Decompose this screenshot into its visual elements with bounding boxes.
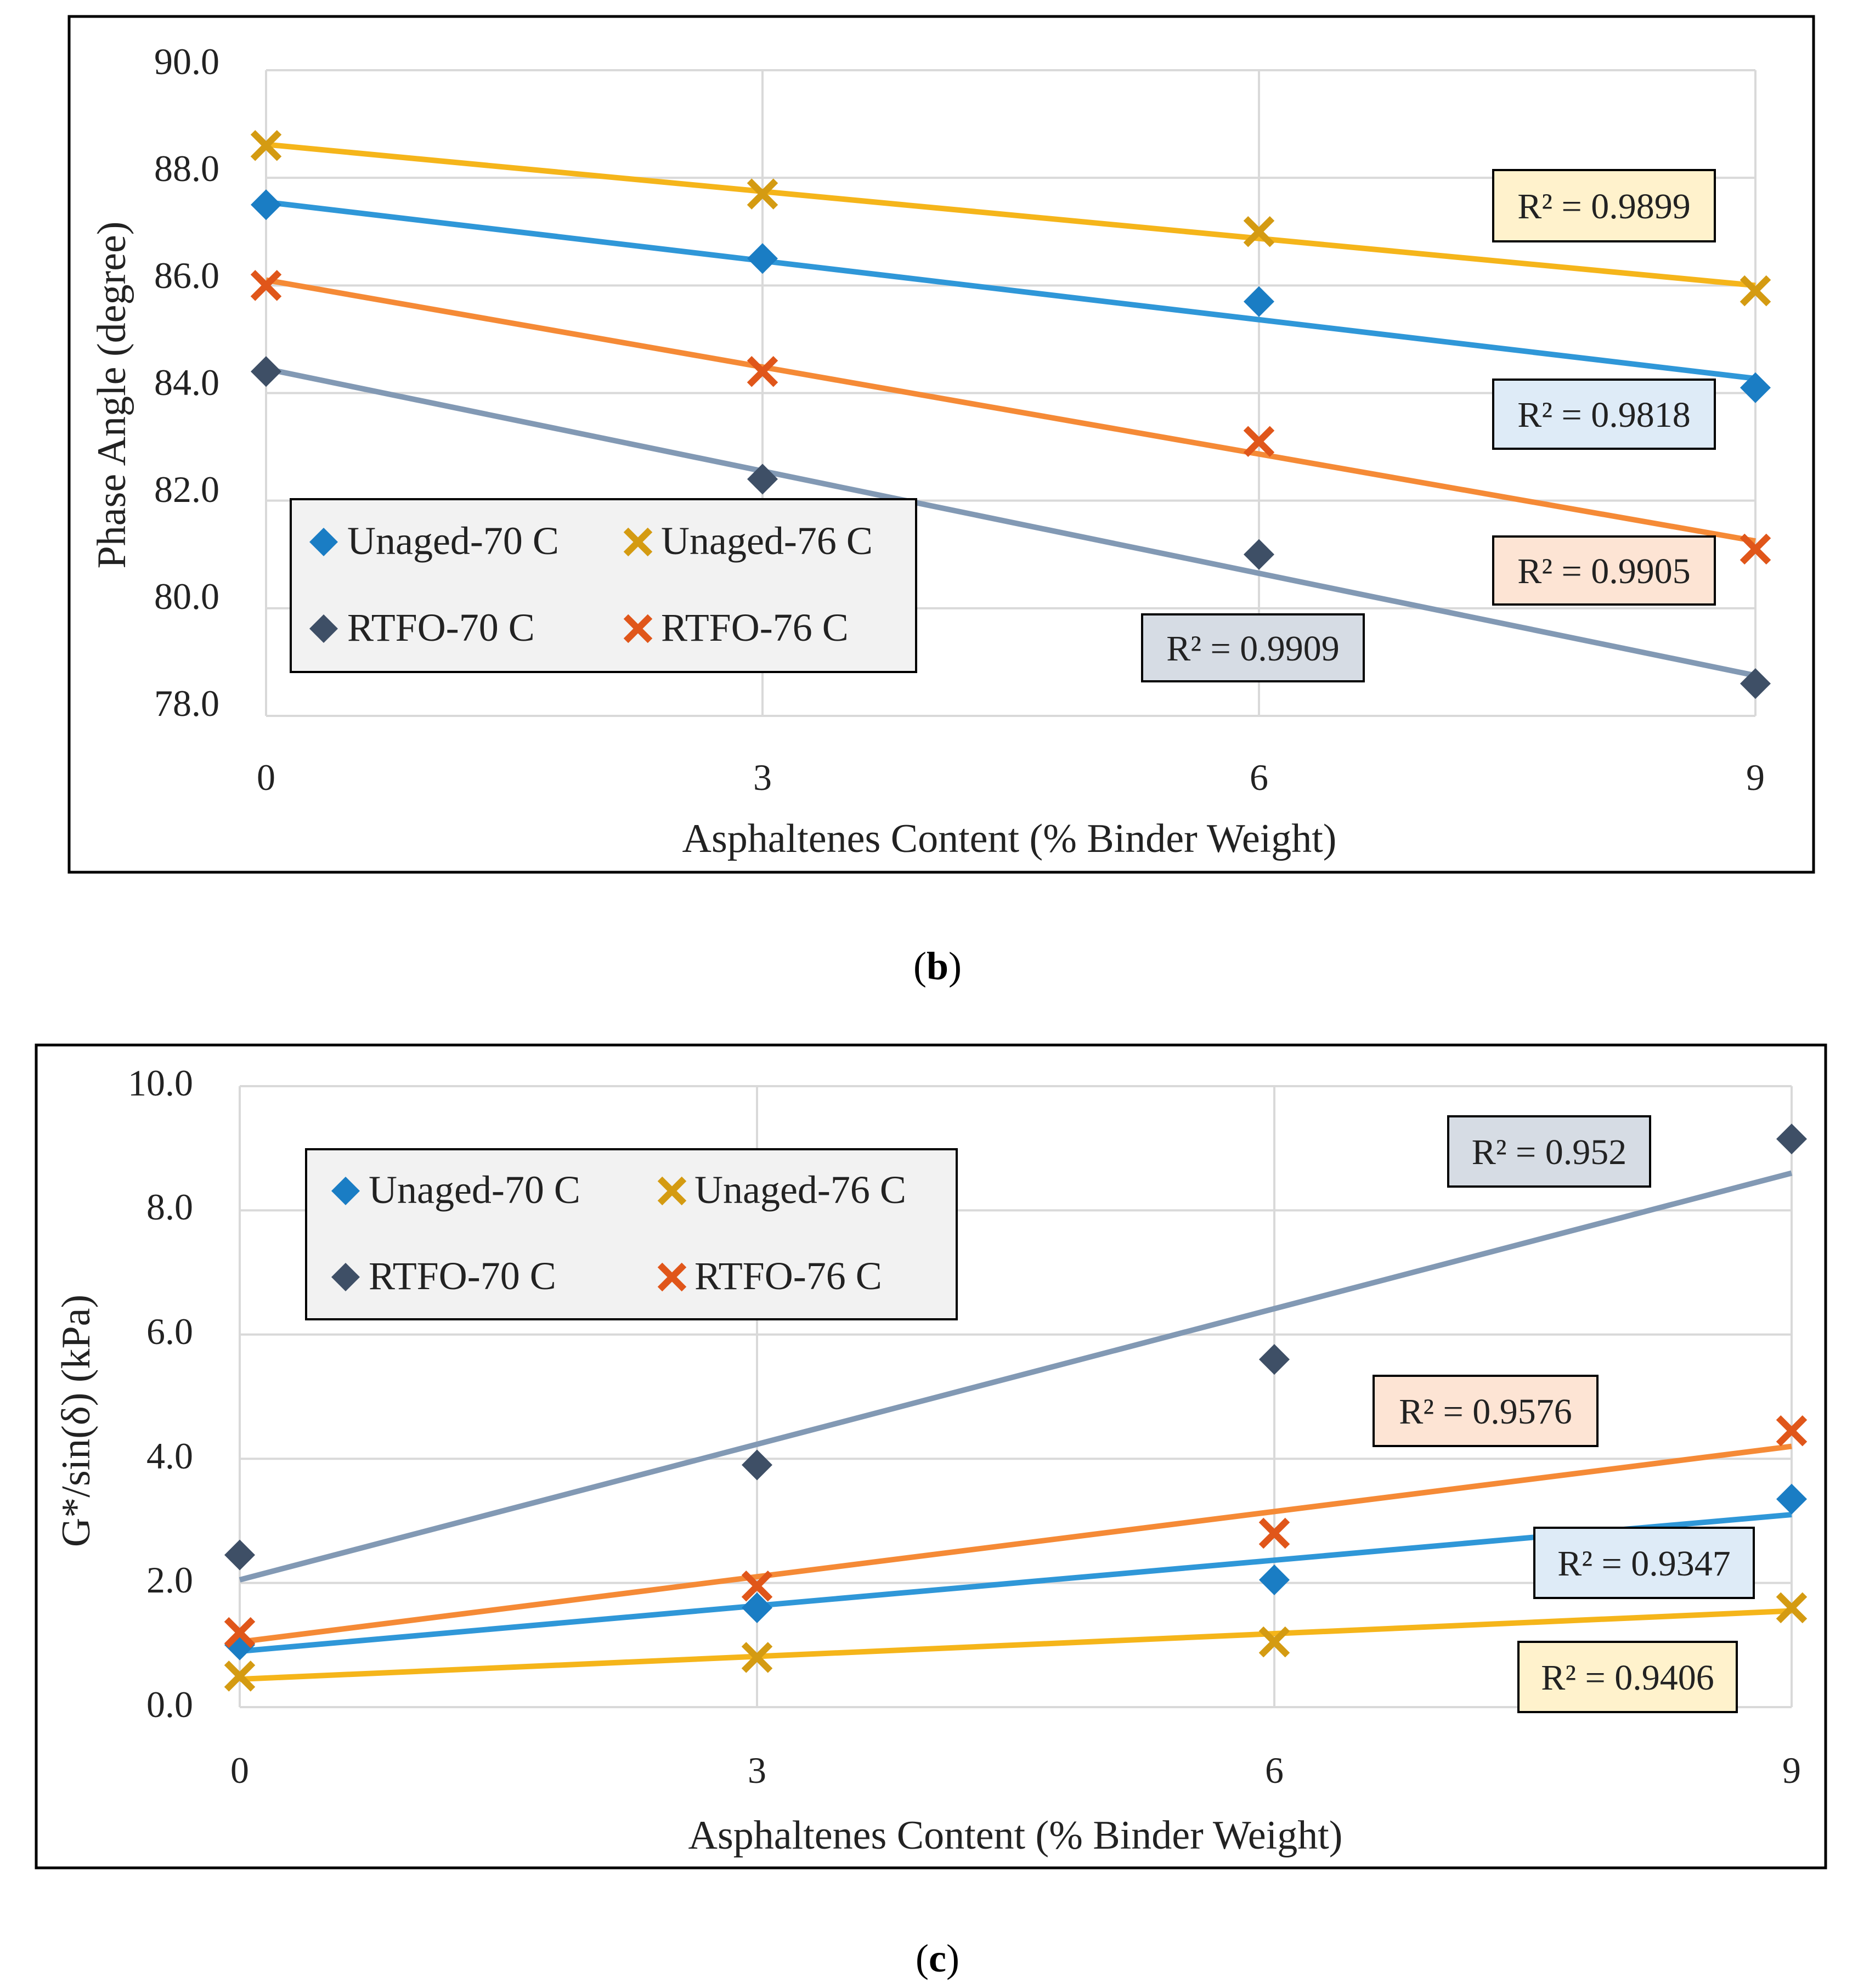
caption-b-letter: b	[927, 944, 948, 988]
panel-c-y-tick: 0.0	[146, 1684, 193, 1725]
panel-b-r2-label: R² = 0.9818	[1517, 395, 1691, 435]
panel-c-y-axis-title: G*/sin(δ) (kPa)	[54, 1295, 99, 1547]
figure: 78.0 80.0 82.0 84.0 86.0 88.0 90.0 0 3 6…	[0, 0, 1875, 1988]
panel-b-legend-label: Unaged-70 C	[347, 519, 559, 563]
panel-c-y-tick: 8.0	[146, 1186, 193, 1228]
panel-c-y-tick: 2.0	[146, 1559, 193, 1601]
panel-b-y-tick: 80.0	[154, 575, 219, 617]
panel-c-x-tick: 6	[1265, 1749, 1284, 1791]
caption-b: (b)	[913, 944, 962, 988]
panel-b-y-tick: 82.0	[154, 468, 219, 510]
panel-c-r2-label: R² = 0.9347	[1557, 1544, 1731, 1584]
panel-b-y-tick: 90.0	[154, 41, 219, 82]
panel-b-legend-label: Unaged-76 C	[661, 519, 873, 563]
panel-b-legend-label: RTFO-76 C	[661, 606, 849, 650]
panel-b-legend-label: RTFO-70 C	[347, 606, 535, 650]
panel-b-x-tick: 6	[1250, 756, 1268, 798]
panel-c-y-tick: 6.0	[146, 1311, 193, 1352]
panel-c-legend-label: Unaged-76 C	[694, 1168, 906, 1212]
panel-b-y-tick: 78.0	[154, 682, 219, 724]
panel-c-r2-label: R² = 0.9406	[1541, 1658, 1714, 1698]
panel-b-x-tick: 9	[1746, 756, 1765, 798]
panel-c-r2-label: R² = 0.9576	[1399, 1392, 1572, 1432]
panel-c-legend-label: Unaged-70 C	[369, 1168, 580, 1212]
panel-b: 78.0 80.0 82.0 84.0 86.0 88.0 90.0 0 3 6…	[69, 16, 1814, 872]
panel-b-y-tick: 88.0	[154, 148, 219, 189]
panel-b-legend: Unaged-70 C Unaged-76 C RTFO-70 C RTFO-7…	[291, 499, 916, 672]
panel-b-r2-label: R² = 0.9905	[1517, 551, 1691, 591]
panel-b-y-axis-title: Phase Angle (degree)	[89, 222, 134, 569]
panel-c-r2-label: R² = 0.952	[1472, 1132, 1627, 1172]
panel-b-r2-label: R² = 0.9899	[1517, 187, 1691, 227]
panel-b-x-tick: 3	[753, 756, 772, 798]
panel-c-x-tick: 3	[748, 1749, 766, 1791]
panel-c: 0.0 2.0 4.0 6.0 8.0 10.0 0 3 6 9 Asphalt…	[36, 1045, 1826, 1868]
panel-c-legend-label: RTFO-76 C	[694, 1254, 882, 1298]
panel-b-y-tick: 84.0	[154, 362, 219, 403]
panel-b-y-tick: 86.0	[154, 255, 219, 296]
caption-c-letter: c	[929, 1936, 946, 1980]
panel-b-x-axis-title: Asphaltenes Content (% Binder Weight)	[682, 816, 1337, 861]
panel-b-r2-label: R² = 0.9909	[1166, 629, 1340, 669]
panel-c-x-tick: 9	[1782, 1749, 1801, 1791]
panel-b-x-tick: 0	[257, 756, 275, 798]
panel-c-x-tick: 0	[230, 1749, 249, 1791]
panel-c-y-tick: 4.0	[146, 1435, 193, 1477]
caption-c: (c)	[916, 1936, 959, 1980]
panel-c-legend-label: RTFO-70 C	[369, 1254, 556, 1298]
panel-c-y-tick: 10.0	[128, 1062, 193, 1104]
panel-c-legend: Unaged-70 C Unaged-76 C RTFO-70 C RTFO-7…	[306, 1149, 957, 1319]
panel-c-x-axis-title: Asphaltenes Content (% Binder Weight)	[688, 1813, 1343, 1858]
